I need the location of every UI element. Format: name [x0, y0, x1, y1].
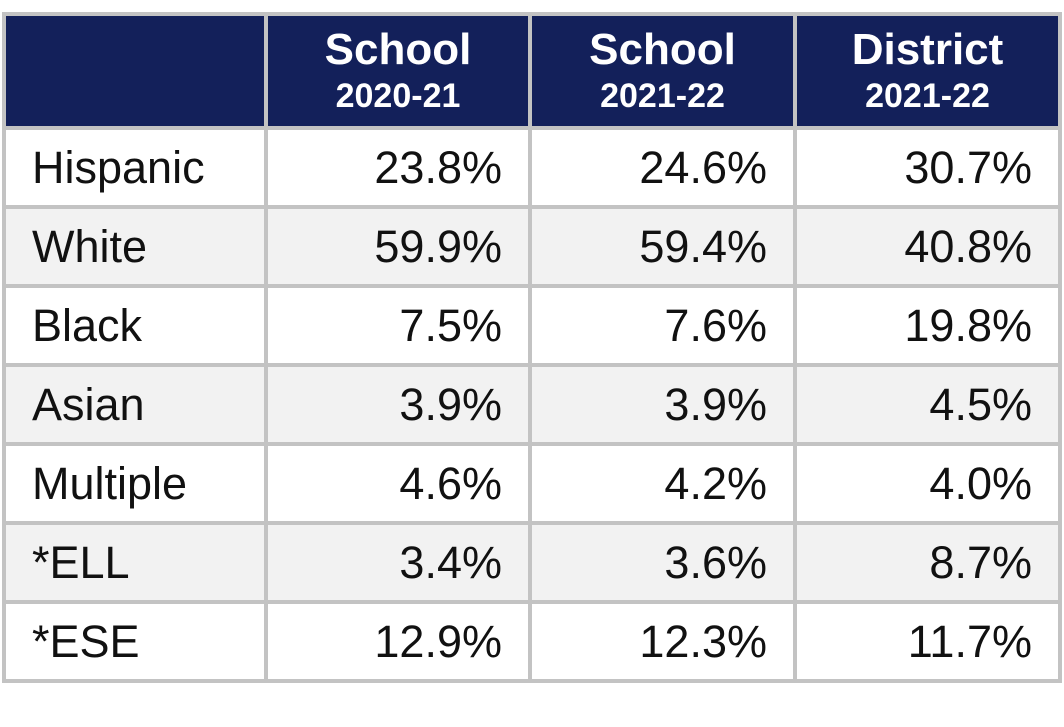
percent-cell: 4.5% — [793, 363, 1062, 446]
percent-cell: 19.8% — [793, 284, 1062, 367]
header-year: 2021-22 — [865, 77, 990, 116]
percent-cell: 4.2% — [528, 442, 797, 525]
table-row: White 59.9% 59.4% 40.8% — [2, 205, 1062, 288]
row-label: Asian — [2, 363, 268, 446]
percent-cell: 3.4% — [264, 521, 532, 604]
row-label: *ESE — [2, 600, 268, 683]
header-title: District — [851, 25, 1004, 75]
table-row: *ELL 3.4% 3.6% 8.7% — [2, 521, 1062, 604]
percent-cell: 30.7% — [793, 126, 1062, 209]
table-row: Multiple 4.6% 4.2% 4.0% — [2, 442, 1062, 525]
header-title: School — [324, 25, 472, 75]
percent-cell: 59.4% — [528, 205, 797, 288]
row-label: White — [2, 205, 268, 288]
percent-cell: 3.6% — [528, 521, 797, 604]
table-row: Hispanic 23.8% 24.6% 30.7% — [2, 126, 1062, 209]
header-cell: District 2021-22 — [793, 12, 1062, 130]
row-label: Multiple — [2, 442, 268, 525]
header-title: School — [589, 25, 736, 75]
row-label: Hispanic — [2, 126, 268, 209]
header-row: School 2020-21 School 2021-22 District 2021-2… — [2, 12, 1062, 130]
percent-cell: 8.7% — [793, 521, 1062, 604]
demographics-table: School 2020-21 School 2021-22 District 2021-2… — [2, 12, 1062, 683]
row-label: Black — [2, 284, 268, 367]
percent-cell: 24.6% — [528, 126, 797, 209]
header-empty-cell — [2, 12, 268, 130]
percent-cell: 7.5% — [264, 284, 532, 367]
percent-cell: 4.0% — [793, 442, 1062, 525]
percent-cell: 59.9% — [264, 205, 532, 288]
percent-cell: 3.9% — [528, 363, 797, 446]
percent-cell: 12.9% — [264, 600, 532, 683]
percent-cell: 3.9% — [264, 363, 532, 446]
table-row: *ESE 12.9% 12.3% 11.7% — [2, 600, 1062, 683]
percent-cell: 11.7% — [793, 600, 1062, 683]
table-row: Asian 3.9% 3.9% 4.5% — [2, 363, 1062, 446]
percent-cell: 23.8% — [264, 126, 532, 209]
header-cell: School 2020-21 — [264, 12, 532, 130]
percent-cell: 40.8% — [793, 205, 1062, 288]
table-row: Black 7.5% 7.6% 19.8% — [2, 284, 1062, 367]
header-year: 2020-21 — [335, 77, 461, 116]
percent-cell: 4.6% — [264, 442, 532, 525]
header-cell: School 2021-22 — [528, 12, 797, 130]
header-year: 2021-22 — [600, 77, 725, 116]
percent-cell: 7.6% — [528, 284, 797, 367]
row-label: *ELL — [2, 521, 268, 604]
percent-cell: 12.3% — [528, 600, 797, 683]
